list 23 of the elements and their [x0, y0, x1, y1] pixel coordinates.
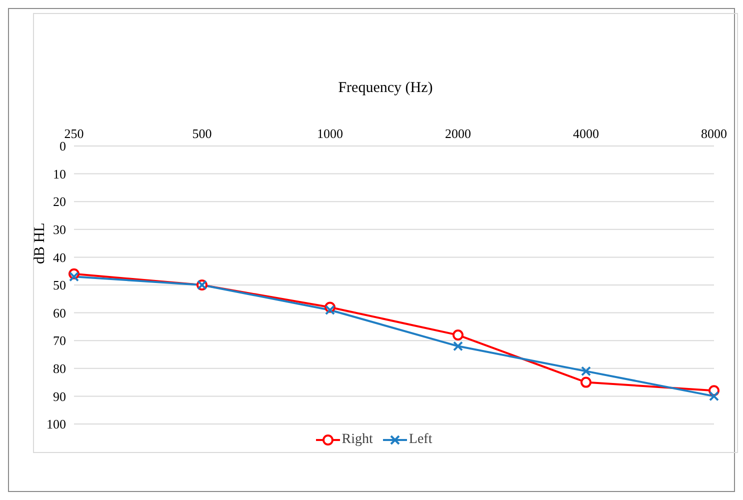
- point: [580, 376, 592, 388]
- x-tick-label: 1000: [317, 126, 343, 141]
- x-tick-label: 250: [64, 126, 84, 141]
- y-axis-title: dB HL: [32, 222, 49, 264]
- x-tick-label: 4000: [573, 126, 599, 141]
- y-tick-label: 40: [53, 250, 66, 265]
- y-tick-label: 30: [53, 222, 66, 238]
- x-axis-title: Frequency (Hz): [337, 80, 434, 97]
- y-tick-label: 60: [53, 305, 66, 320]
- y-tick-label: 90: [53, 388, 66, 404]
- x-tick-label: 8000: [701, 126, 727, 141]
- x-tick-label: 2000: [445, 126, 471, 141]
- legend-label: Left: [408, 432, 432, 448]
- y-tick-label: 0: [60, 138, 66, 154]
- y-tick-label: 20: [53, 194, 66, 210]
- y-tick-label: 80: [53, 361, 66, 376]
- y-tick-label: 70: [53, 333, 66, 348]
- y-tick-label: 100: [46, 416, 66, 432]
- legend-label: Right: [342, 432, 373, 448]
- y-tick-label: 50: [53, 278, 66, 293]
- x-tick-label: 500: [192, 126, 212, 141]
- y-tick-label: 10: [53, 166, 66, 182]
- point: [452, 330, 464, 341]
